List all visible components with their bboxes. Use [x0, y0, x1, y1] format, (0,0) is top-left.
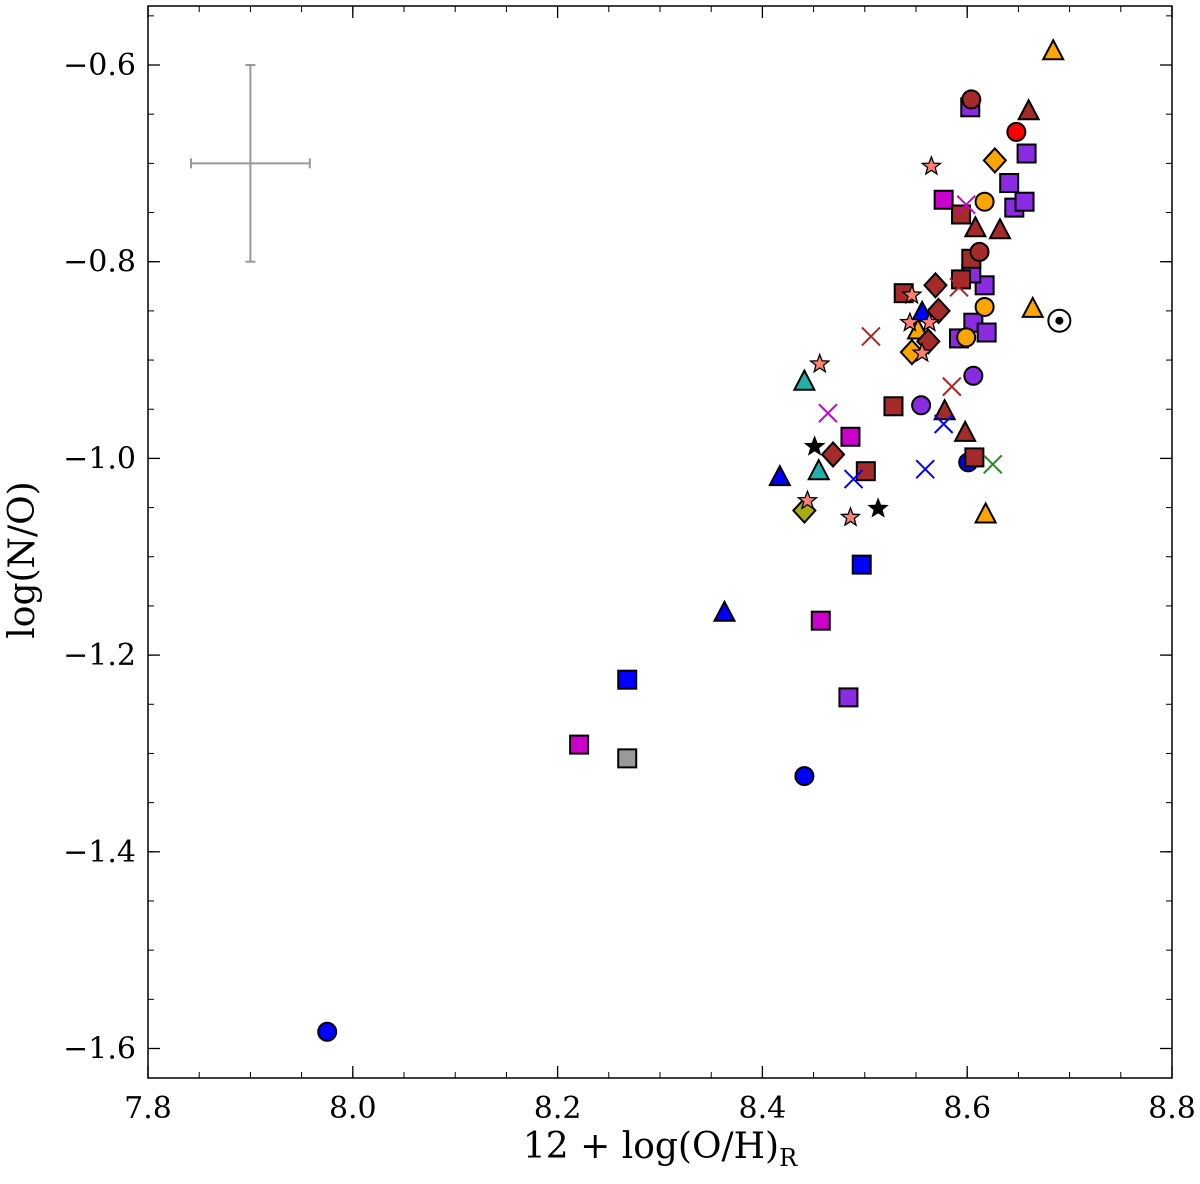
data-point-square: [810, 610, 831, 631]
data-point-square: [883, 396, 904, 417]
data-point-circle: [317, 1021, 338, 1042]
data-point-square: [951, 204, 972, 225]
data-point-triangle: [807, 458, 831, 481]
x-tick-label: 8.6: [943, 1091, 991, 1126]
data-point-circle: [961, 89, 982, 110]
data-point-cross: [915, 459, 935, 479]
data-point-square: [999, 173, 1020, 194]
sun-dot: [1055, 316, 1064, 325]
data-point-star: [808, 352, 831, 374]
x-axis-label: 12 + log(O/H)R: [523, 1126, 798, 1172]
data-point-diamond: [982, 146, 1008, 174]
data-point-triangle: [792, 368, 817, 391]
y-axis-label: log(N/O): [2, 481, 43, 638]
y-tick-label: −1.2: [63, 638, 136, 673]
data-point-square: [855, 461, 876, 482]
data-point-square: [976, 322, 997, 343]
data-point-triangle: [768, 463, 792, 487]
x-tick-label: 7.8: [124, 1091, 172, 1126]
data-point-triangle: [1016, 98, 1041, 121]
data-point-circle: [1006, 121, 1027, 142]
x-tick-label: 8.0: [329, 1091, 377, 1126]
data-point-triangle: [988, 217, 1012, 240]
data-point-circle: [974, 296, 995, 317]
data-point-cross: [933, 414, 954, 434]
data-point-star: [920, 154, 943, 176]
x-tick-label: 8.2: [534, 1091, 582, 1126]
data-point-star: [911, 341, 933, 363]
data-point-square: [840, 426, 861, 447]
data-point-triangle: [953, 419, 977, 442]
data-point-circle: [956, 327, 977, 348]
data-point-square: [617, 669, 638, 690]
data-point-square: [964, 447, 985, 468]
data-point-star: [901, 283, 923, 305]
data-point-triangle: [973, 501, 998, 524]
data-point-triangle: [933, 398, 957, 421]
data-point-cross: [949, 277, 969, 297]
data-point-triangle: [712, 599, 737, 622]
data-point-square: [838, 687, 859, 708]
data-point-triangle: [1041, 38, 1065, 61]
plot-frame: [147, 5, 1173, 1079]
data-point-cross: [983, 454, 1003, 475]
data-point-square: [1016, 143, 1037, 164]
data-point-square: [851, 554, 872, 575]
data-point-star: [918, 311, 941, 332]
y-tick-label: −1.4: [63, 835, 136, 870]
data-point-cross: [956, 194, 976, 215]
data-point-circle: [963, 365, 984, 386]
y-tick-label: −0.6: [63, 48, 136, 83]
data-point-square: [617, 748, 638, 769]
y-tick-label: −0.8: [63, 245, 136, 280]
data-point-diamond: [926, 297, 951, 325]
data-points: [317, 38, 1065, 1042]
sun-marker: [1047, 308, 1072, 333]
axes: [147, 5, 1173, 1079]
data-point-cross: [861, 326, 881, 347]
data-point-square: [569, 734, 590, 755]
data-point-circle: [974, 191, 995, 212]
y-tick-label: −1.6: [63, 1031, 136, 1066]
data-point-triangle: [1021, 295, 1045, 318]
x-tick-label: 8.4: [739, 1091, 787, 1126]
data-point-cross: [843, 469, 864, 489]
data-point-cross: [818, 403, 838, 423]
ticks: 7.8 8.0 8.2 8.4 8.6 8.8 −1.6 −1.4 −1.2 −1.0 −0.8 −0…: [63, 6, 1196, 1126]
data-point-square: [1014, 191, 1035, 212]
data-point-star: [803, 435, 826, 456]
data-point-star: [899, 311, 921, 332]
data-point-diamond: [820, 440, 846, 468]
y-tick-label: −1.0: [63, 441, 136, 476]
data-point-circle: [794, 766, 815, 787]
data-point-circle: [969, 241, 990, 262]
data-point-triangle: [963, 215, 988, 238]
data-point-star: [867, 497, 889, 518]
data-point-cross: [942, 376, 962, 397]
error-bar: [190, 64, 311, 263]
data-point-star: [796, 489, 819, 510]
data-point-star: [839, 506, 862, 527]
data-point-diamond: [923, 271, 948, 299]
data-point-circle: [911, 395, 932, 416]
data-point-square: [933, 189, 954, 210]
x-tick-label: 8.8: [1148, 1091, 1196, 1126]
